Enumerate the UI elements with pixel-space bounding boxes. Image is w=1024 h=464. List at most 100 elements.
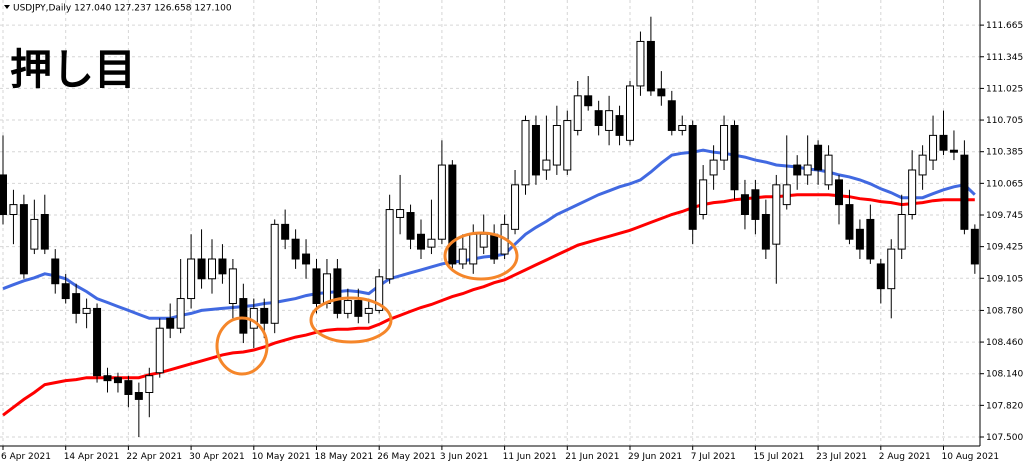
candle-body (720, 124, 729, 161)
candle-body (312, 268, 321, 304)
highlights (215, 231, 519, 376)
candle-body (855, 228, 864, 250)
x-tick-label: 15 Jul 2021 (753, 452, 804, 462)
y-tick-label: 107.820 (986, 401, 1023, 411)
candle-body (876, 263, 885, 290)
candle-body (333, 268, 342, 314)
moving-average-line (2, 148, 976, 320)
y-tick-label: 109.425 (986, 243, 1023, 253)
candle-body (605, 110, 614, 131)
candle-body (103, 375, 112, 382)
candle-body (709, 159, 718, 176)
candle-body (688, 124, 697, 230)
candle-body (343, 300, 352, 314)
candle-body (208, 258, 216, 280)
candle-body (479, 233, 488, 248)
y-tick-label: 109.745 (986, 211, 1023, 221)
candle-body (72, 293, 81, 314)
x-tick-label: 3 Jun 2021 (440, 452, 488, 462)
candle-body (260, 307, 269, 324)
candle-body (929, 134, 938, 161)
candle-body (730, 124, 739, 191)
candle-body (61, 283, 70, 300)
candle-body (699, 179, 708, 215)
candle-body (960, 154, 969, 230)
candle-body (939, 134, 948, 151)
candle-body (19, 204, 28, 275)
candle-body (626, 85, 634, 141)
candle-body (291, 238, 300, 260)
y-tick-label: 111.345 (986, 53, 1023, 63)
x-tick-label: 18 May 2021 (315, 452, 374, 462)
candle-body (657, 88, 666, 97)
x-tick-label: 10 Aug 2021 (942, 452, 1000, 462)
candle-body (228, 268, 237, 304)
candle-body (866, 218, 875, 260)
y-tick-label: 110.385 (986, 148, 1023, 158)
candle-body (887, 248, 896, 290)
candle-body (584, 95, 593, 107)
candle-body (166, 317, 175, 329)
candle-body (835, 179, 843, 206)
candle-body (354, 300, 363, 317)
highlight-circle (215, 316, 269, 376)
candle-body (448, 164, 457, 265)
candle-body (793, 164, 802, 176)
candle-body (615, 115, 624, 136)
candle-body (322, 273, 331, 304)
x-tick-label: 23 Jul 2021 (816, 452, 867, 462)
candle-body (636, 40, 645, 87)
candle-body (542, 159, 551, 171)
candle-body (918, 154, 927, 176)
candle-body (406, 212, 415, 240)
candle-body (176, 298, 185, 329)
candle-body (427, 238, 436, 248)
candle-body (417, 233, 425, 250)
x-tick-label: 2 Aug 2021 (879, 452, 931, 462)
candle-body (803, 164, 812, 176)
candle-body (845, 204, 854, 240)
candle-body (82, 307, 91, 314)
x-tick-label: 14 Apr 2021 (64, 452, 120, 462)
highlight-circle (309, 296, 393, 344)
candle-body (155, 327, 164, 374)
candle-body (93, 307, 102, 377)
candle-body (814, 144, 823, 171)
candle-body (949, 149, 958, 153)
candles (0, 16, 979, 438)
x-tick-label: 26 May 2021 (377, 452, 436, 462)
candle-body (824, 154, 833, 186)
candle-body (761, 213, 770, 250)
candle-body (908, 169, 917, 215)
x-tick-label: 10 May 2021 (252, 452, 311, 462)
x-tick-label: 6 Apr 2021 (1, 452, 51, 462)
x-tick-label: 30 Apr 2021 (189, 452, 245, 462)
annotation: 押し目 (10, 45, 136, 94)
candle-body (531, 124, 540, 176)
candle-body (9, 204, 18, 215)
y-tick-label: 107.500 (986, 433, 1023, 443)
candle-body (437, 164, 446, 240)
candle-body (51, 258, 60, 285)
candle-body (678, 124, 687, 131)
candle-body (970, 228, 979, 265)
candle-body (385, 209, 394, 280)
candle-body (751, 189, 760, 220)
candle-body (772, 184, 781, 245)
candle-body (667, 100, 676, 131)
moving-averages (2, 148, 976, 417)
candle-body (396, 209, 405, 218)
candle-body (552, 124, 561, 166)
candle-body (594, 110, 603, 126)
candle-body (469, 233, 478, 265)
candle-body (113, 377, 122, 384)
candle-body (302, 253, 311, 265)
y-tick-label: 111.665 (986, 21, 1023, 31)
y-tick-label: 108.140 (986, 370, 1023, 380)
highlight-circle (443, 231, 519, 281)
candle-body (145, 375, 154, 393)
x-tick-label: 21 Jun 2021 (565, 452, 619, 462)
header: USDJPY,Daily 127.040 127.237 126.658 127… (13, 4, 232, 14)
candle-body (511, 184, 520, 230)
